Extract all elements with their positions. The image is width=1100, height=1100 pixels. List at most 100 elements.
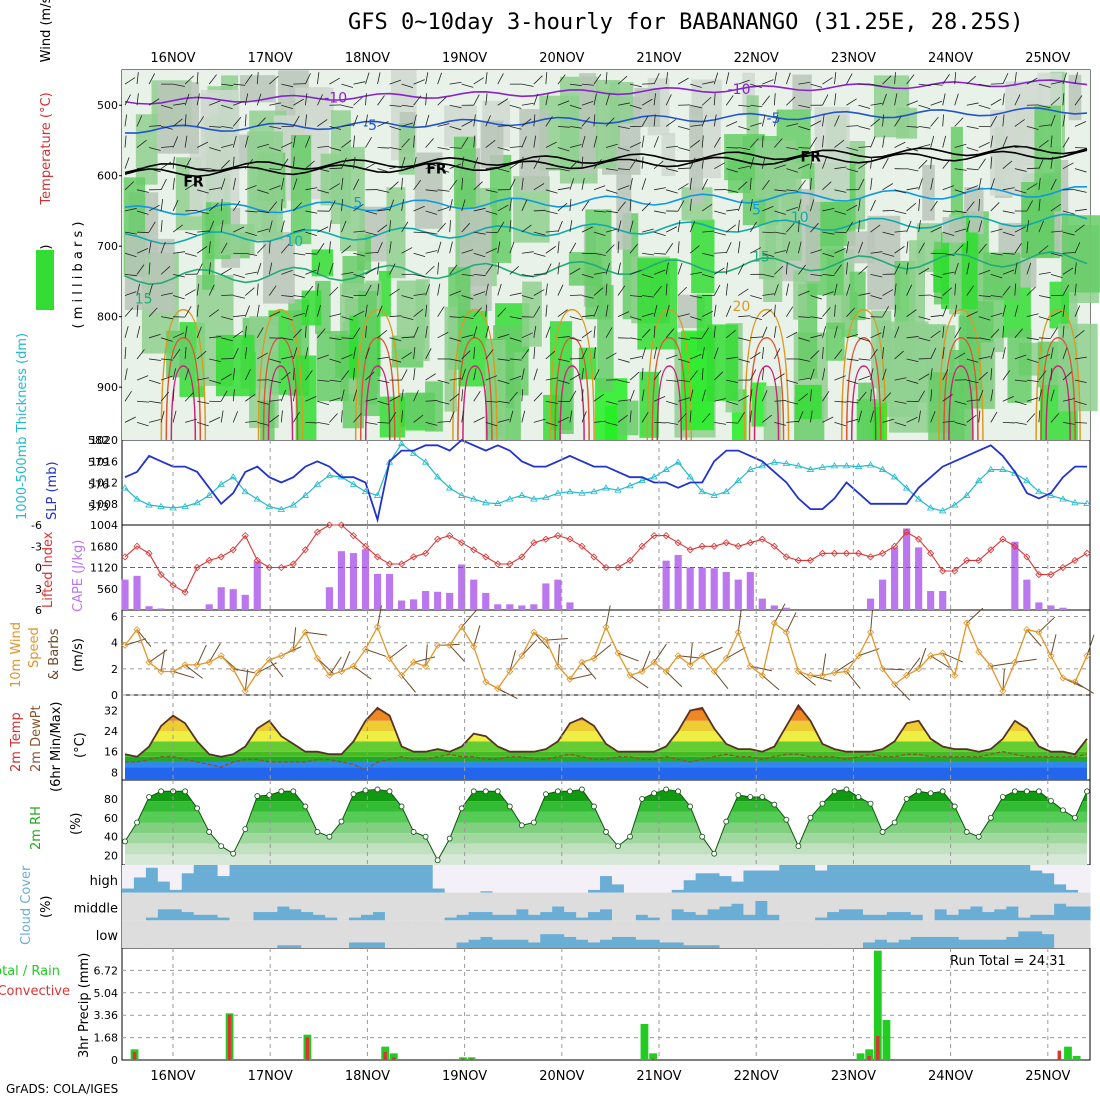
li-point [217, 553, 225, 561]
rh-point [530, 819, 537, 826]
wind-barb [509, 266, 519, 275]
wind-barb [641, 411, 649, 423]
precip-panel: Run Total = 24.31 [122, 950, 1090, 1060]
wind-barb [641, 178, 647, 190]
cloud-clear [731, 865, 744, 882]
cloud-cell [743, 914, 756, 921]
wind-barb [990, 178, 995, 190]
wind-barb [509, 146, 522, 148]
thickness-point [421, 458, 430, 465]
wind-barb [774, 189, 787, 192]
wind-barb [786, 306, 794, 317]
wind-barb [629, 389, 635, 402]
cloud-clear [671, 920, 685, 943]
cloud-cell [898, 912, 912, 921]
wind-barb [1074, 356, 1087, 360]
rh-point [302, 803, 309, 810]
wind-barb [353, 81, 366, 85]
wind-barb [1050, 368, 1053, 381]
wind-barb [257, 143, 269, 148]
wind-barb [232, 347, 239, 360]
wind-barb [281, 295, 294, 298]
wind-barb [617, 414, 628, 423]
thickness-point [590, 487, 598, 495]
wind-barb [268, 262, 273, 275]
cloud-cell [265, 912, 278, 921]
rh-ylabel2: (%) [69, 813, 84, 836]
wind-barb [846, 379, 859, 385]
cloud-clear [313, 920, 326, 948]
wind-barb [1038, 198, 1041, 211]
cloud-clear [145, 892, 159, 918]
cloud-cell [850, 909, 864, 921]
cloud-clear [588, 920, 601, 943]
wind-barb [882, 325, 885, 338]
wind-barb [269, 185, 281, 191]
cloud-cell [169, 909, 183, 921]
wind-barb [750, 247, 762, 254]
wind-barb [256, 244, 266, 254]
cape-bar [325, 587, 334, 610]
thickness-point [626, 482, 634, 489]
cloud-clear [982, 920, 995, 940]
rh-point [278, 788, 285, 795]
wind-barb [762, 95, 770, 106]
wind-speed-point [373, 623, 382, 631]
wind-barb [689, 177, 692, 190]
cloud-clear [229, 920, 243, 948]
wind-barb [172, 199, 179, 212]
wind-barb [425, 304, 428, 317]
wind-barb [882, 289, 894, 296]
wind-barb [533, 93, 539, 106]
wind-barb [365, 398, 378, 402]
wind-barb [1014, 72, 1017, 85]
wind-barb [990, 295, 1003, 298]
wind-barb [160, 161, 172, 169]
wind-speed-point [734, 628, 742, 636]
wind-barb [749, 389, 753, 402]
wind-barb [148, 307, 158, 317]
cloud-clear [181, 920, 195, 948]
wind-barb [232, 368, 236, 381]
li-point [746, 539, 754, 547]
wind-barb [773, 114, 779, 127]
cloud-level-label: high [90, 874, 118, 889]
cloud-clear [253, 920, 266, 948]
wind-barb [870, 136, 876, 148]
wind-barb [437, 168, 450, 173]
cloud-clear [432, 920, 446, 948]
wind-barb [353, 156, 356, 169]
wind-barb [449, 393, 460, 402]
cloud-cell [600, 939, 613, 948]
wind-barb [978, 337, 991, 341]
wind-barb [305, 231, 317, 236]
wind-barb [437, 262, 439, 275]
thickness-point [951, 501, 959, 508]
cloud-cell [277, 906, 290, 921]
wind-barb [1050, 273, 1063, 279]
cloud-cell [1030, 914, 1043, 921]
cloud-cell [492, 939, 505, 948]
cloud-cell [181, 873, 195, 893]
wind-barb [569, 178, 575, 190]
warm-contour [267, 365, 294, 441]
wind-barb [473, 346, 476, 359]
rh-patch [398, 123, 415, 175]
thickness-point [277, 505, 286, 512]
wind-barb [798, 220, 800, 233]
rh-point [1072, 814, 1078, 821]
wind-barb [317, 658, 334, 674]
wind-barb [160, 220, 163, 233]
cloud-clear [1078, 865, 1091, 893]
wind-speed-point [806, 671, 814, 679]
wind-barb [1014, 354, 1027, 360]
wind-barb [220, 159, 230, 169]
y-tick-label-right: 1020 [90, 434, 118, 447]
wind-barb [341, 271, 354, 275]
wind-barb [798, 316, 811, 318]
wind-barb [834, 166, 847, 170]
wind-barb [196, 141, 209, 148]
cloud-clear [815, 892, 828, 918]
wind-barb [750, 665, 772, 672]
cloud-clear [803, 920, 816, 948]
